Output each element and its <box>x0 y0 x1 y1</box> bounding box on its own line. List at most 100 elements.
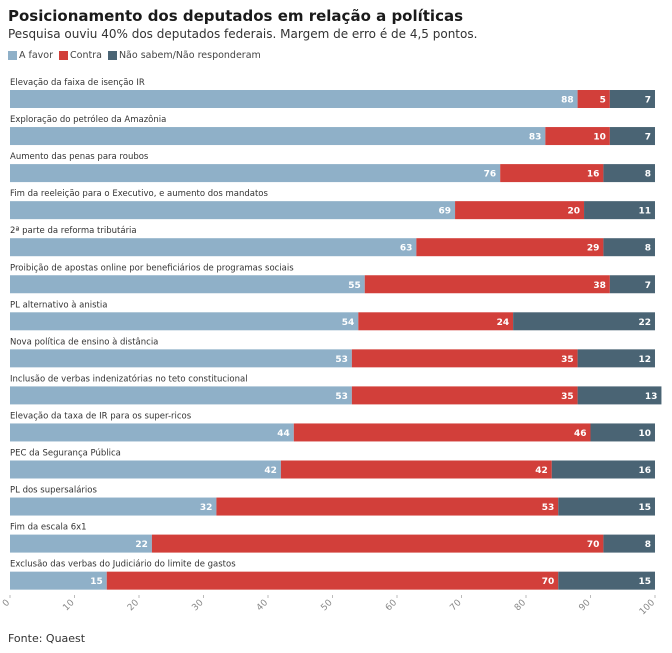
data-label-contra: 20 <box>568 207 581 217</box>
data-label-contra: 35 <box>561 392 574 402</box>
bar-segment-a-favor <box>10 497 217 516</box>
bar-segment-contra <box>358 312 514 331</box>
bar-segment-contra <box>500 164 604 183</box>
category-label: Fim da reeleição para o Executivo, e aum… <box>10 189 268 199</box>
bar-segment-a-favor <box>10 238 417 257</box>
bar-segment-nao-sabem <box>603 238 655 257</box>
data-label-contra: 70 <box>542 577 555 587</box>
bar-segment-a-favor <box>10 90 578 108</box>
bar-segment-contra <box>151 534 604 553</box>
data-label-a-favor: 83 <box>529 133 542 143</box>
data-label-nao-sabem: 7 <box>645 281 651 291</box>
category-label: Inclusão de verbas indenizatórias no tet… <box>10 373 248 384</box>
tick-label: 50 <box>319 598 334 613</box>
bar-chart: Elevação da faixa de isenção IR 8 8 5 7 Explo… <box>1 78 662 617</box>
data-label-a-favor: 69 <box>439 207 452 217</box>
bar-segment-contra <box>577 90 610 108</box>
category-label: 2ª parte da reforma tributária <box>10 226 137 236</box>
data-label-nao-sabem: 8 <box>645 540 651 550</box>
bar-segment-nao-sabem <box>603 534 655 553</box>
tick-label: 90 <box>577 598 592 613</box>
tick-label: 30 <box>190 598 205 613</box>
legend-label-contra: Contra <box>70 50 102 61</box>
data-label-a-favor: 44 <box>277 429 290 439</box>
category-label: Fim da escala 6x1 <box>10 523 87 533</box>
bar-segment-nao-sabem <box>577 349 655 368</box>
category-label: PL dos supersalários <box>10 486 97 496</box>
category-label: Exploração do petróleo da Amazônia <box>10 114 166 125</box>
data-label-a-favor: 32 <box>200 503 213 513</box>
data-label-contra: 35 <box>561 355 574 365</box>
data-label-nao-sabem: 15 <box>638 577 651 587</box>
bar-segment-contra <box>351 349 578 368</box>
bar-segment-a-favor <box>10 386 352 405</box>
data-label-contra: 10 <box>593 133 606 143</box>
chart-title: Posicionamento dos deputados em relação … <box>8 7 464 25</box>
bar-segment-a-favor <box>10 460 281 479</box>
data-label-contra: 16 <box>587 170 600 180</box>
tick-label: 0 <box>1 598 12 609</box>
data-label-nao-sabem: 8 <box>645 170 651 180</box>
data-label-contra: 24 <box>497 318 510 328</box>
bar-segment-contra <box>293 423 591 442</box>
bar-segment-contra <box>106 571 559 590</box>
data-label-nao-sabem: 16 <box>638 466 651 476</box>
bar-segment-a-favor <box>10 571 107 590</box>
data-label-contra: 53 <box>542 503 555 513</box>
category-label: Elevação da faixa de isenção IR <box>10 78 145 88</box>
bar-segment-contra <box>545 127 610 146</box>
data-label-a-favor: 55 <box>348 281 361 291</box>
bar-segment-a-favor <box>10 275 365 294</box>
bar-segment-a-favor <box>10 312 359 331</box>
bar-segment-nao-sabem <box>609 90 655 108</box>
bar-segment-nao-sabem <box>609 275 655 294</box>
legend-swatch-a-favor <box>8 51 17 60</box>
data-label-contra: 29 <box>587 244 600 254</box>
legend-swatch-nao-sabem <box>107 51 117 60</box>
bar-segment-nao-sabem <box>513 312 655 331</box>
data-label-contra: 42 <box>535 466 548 476</box>
bar-segment-a-favor <box>10 423 294 442</box>
bar-segment-nao-sabem <box>609 127 655 146</box>
bar-segment-nao-sabem <box>558 571 655 590</box>
data-label-nao-sabem: 22 <box>638 318 651 328</box>
category-label: Exclusão das verbas do Judiciário do lim… <box>10 560 236 570</box>
data-label-nao-sabem: 8 <box>645 244 651 254</box>
bar-segment-contra <box>280 460 552 479</box>
bar-segment-nao-sabem <box>558 497 655 516</box>
tick-label: 60 <box>384 598 399 613</box>
data-label-nao-sabem: 7 <box>645 96 651 106</box>
bar-segment-contra <box>416 238 604 257</box>
data-label-nao-sabem: 10 <box>638 429 651 439</box>
data-label-contra: 5 <box>600 96 606 106</box>
data-label-contra: 38 <box>593 281 606 291</box>
category-label: Elevação da taxa de IR para os super-ric… <box>10 411 192 421</box>
data-label-a-favor: 53 <box>335 392 348 402</box>
data-label-nao-sabem: 11 <box>638 207 651 217</box>
data-label-nao-sabem: 12 <box>638 355 651 365</box>
data-label-a-favor: 53 <box>335 355 348 365</box>
category-label: Aumento das penas para roubos <box>10 152 149 162</box>
chart-subtitle: Pesquisa ouviu 40% dos deputados federai… <box>8 27 478 41</box>
bar-segment-a-favor <box>10 201 456 220</box>
data-label-nao-sabem: 7 <box>645 133 651 143</box>
tick-label: 20 <box>126 598 141 613</box>
category-label: Proibição de apostas online por benefici… <box>10 263 294 273</box>
legend-label-a-favor: A favor <box>19 50 54 61</box>
data-label-a-favor: 76 <box>484 170 497 180</box>
bar-segment-a-favor <box>10 164 501 183</box>
data-label-a-favor: 15 <box>90 577 103 587</box>
bar-segment-a-favor <box>10 534 152 553</box>
bar-segment-a-favor <box>10 127 546 146</box>
data-label-a-favor: 22 <box>135 540 148 550</box>
data-label-nao-sabem: 15 <box>638 503 651 513</box>
tick-label: 80 <box>513 598 528 613</box>
legend: A favor Contra Não sabem/Não responderam <box>8 50 261 61</box>
bar-segment-nao-sabem <box>551 460 655 479</box>
category-label: PL alternativo à anistia <box>10 300 107 310</box>
tick-label: 10 <box>61 598 76 613</box>
bar-segment-nao-sabem <box>603 164 655 183</box>
category-label: PEC da Segurança Pública <box>10 449 121 459</box>
data-label-nao-sabem: 13 <box>645 392 658 402</box>
bar-segment-contra <box>216 497 559 516</box>
